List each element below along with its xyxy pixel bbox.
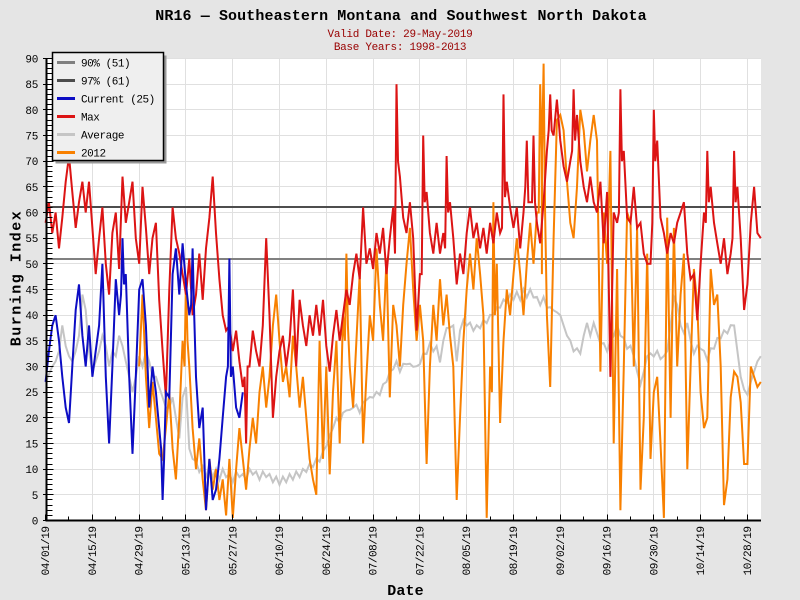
svg-text:85: 85 [25, 80, 38, 92]
svg-text:05/27/19: 05/27/19 [228, 527, 240, 576]
svg-text:25: 25 [25, 388, 38, 400]
svg-text:04/29/19: 04/29/19 [135, 527, 147, 576]
svg-text:35: 35 [25, 337, 38, 349]
svg-text:50: 50 [25, 260, 38, 272]
svg-text:Date: Date [387, 583, 423, 600]
svg-text:Max: Max [81, 113, 100, 125]
svg-text:10: 10 [25, 465, 38, 477]
svg-text:Current (25): Current (25) [81, 95, 155, 107]
svg-text:75: 75 [25, 132, 38, 144]
svg-text:09/30/19: 09/30/19 [649, 527, 661, 576]
svg-text:10/14/19: 10/14/19 [696, 527, 708, 576]
svg-text:2012: 2012 [81, 149, 106, 161]
svg-text:40: 40 [25, 311, 38, 323]
svg-text:10/28/19: 10/28/19 [743, 527, 755, 576]
svg-text:5: 5 [32, 491, 38, 503]
svg-text:60: 60 [25, 209, 38, 221]
svg-text:04/15/19: 04/15/19 [88, 527, 100, 576]
svg-text:20: 20 [25, 414, 38, 426]
svg-text:06/24/19: 06/24/19 [322, 527, 334, 576]
svg-text:30: 30 [25, 363, 38, 375]
svg-text:09/16/19: 09/16/19 [603, 527, 615, 576]
svg-text:Valid Date: 29-May-2019: Valid Date: 29-May-2019 [328, 29, 473, 41]
svg-text:05/13/19: 05/13/19 [182, 527, 194, 576]
svg-text:Base Years: 1998-2013: Base Years: 1998-2013 [334, 42, 466, 54]
svg-text:70: 70 [25, 157, 38, 169]
svg-text:NR16 — Southeastern Montana an: NR16 — Southeastern Montana and Southwes… [155, 8, 646, 25]
svg-text:45: 45 [25, 286, 38, 298]
svg-text:09/02/19: 09/02/19 [556, 527, 568, 576]
svg-text:55: 55 [25, 234, 38, 246]
svg-text:90: 90 [25, 55, 38, 67]
svg-text:0: 0 [32, 517, 38, 529]
svg-text:97% (61): 97% (61) [81, 77, 130, 89]
svg-text:Burning Index: Burning Index [9, 210, 26, 347]
svg-text:90% (51): 90% (51) [81, 59, 130, 71]
svg-text:65: 65 [25, 183, 38, 195]
svg-text:08/05/19: 08/05/19 [462, 527, 474, 576]
svg-text:06/10/19: 06/10/19 [275, 527, 287, 576]
svg-text:15: 15 [25, 440, 38, 452]
svg-text:80: 80 [25, 106, 38, 118]
svg-text:Average: Average [81, 131, 124, 143]
svg-text:04/01/19: 04/01/19 [41, 527, 53, 576]
svg-text:08/19/19: 08/19/19 [509, 527, 521, 576]
svg-text:07/22/19: 07/22/19 [415, 527, 427, 576]
svg-text:07/08/19: 07/08/19 [369, 527, 381, 576]
